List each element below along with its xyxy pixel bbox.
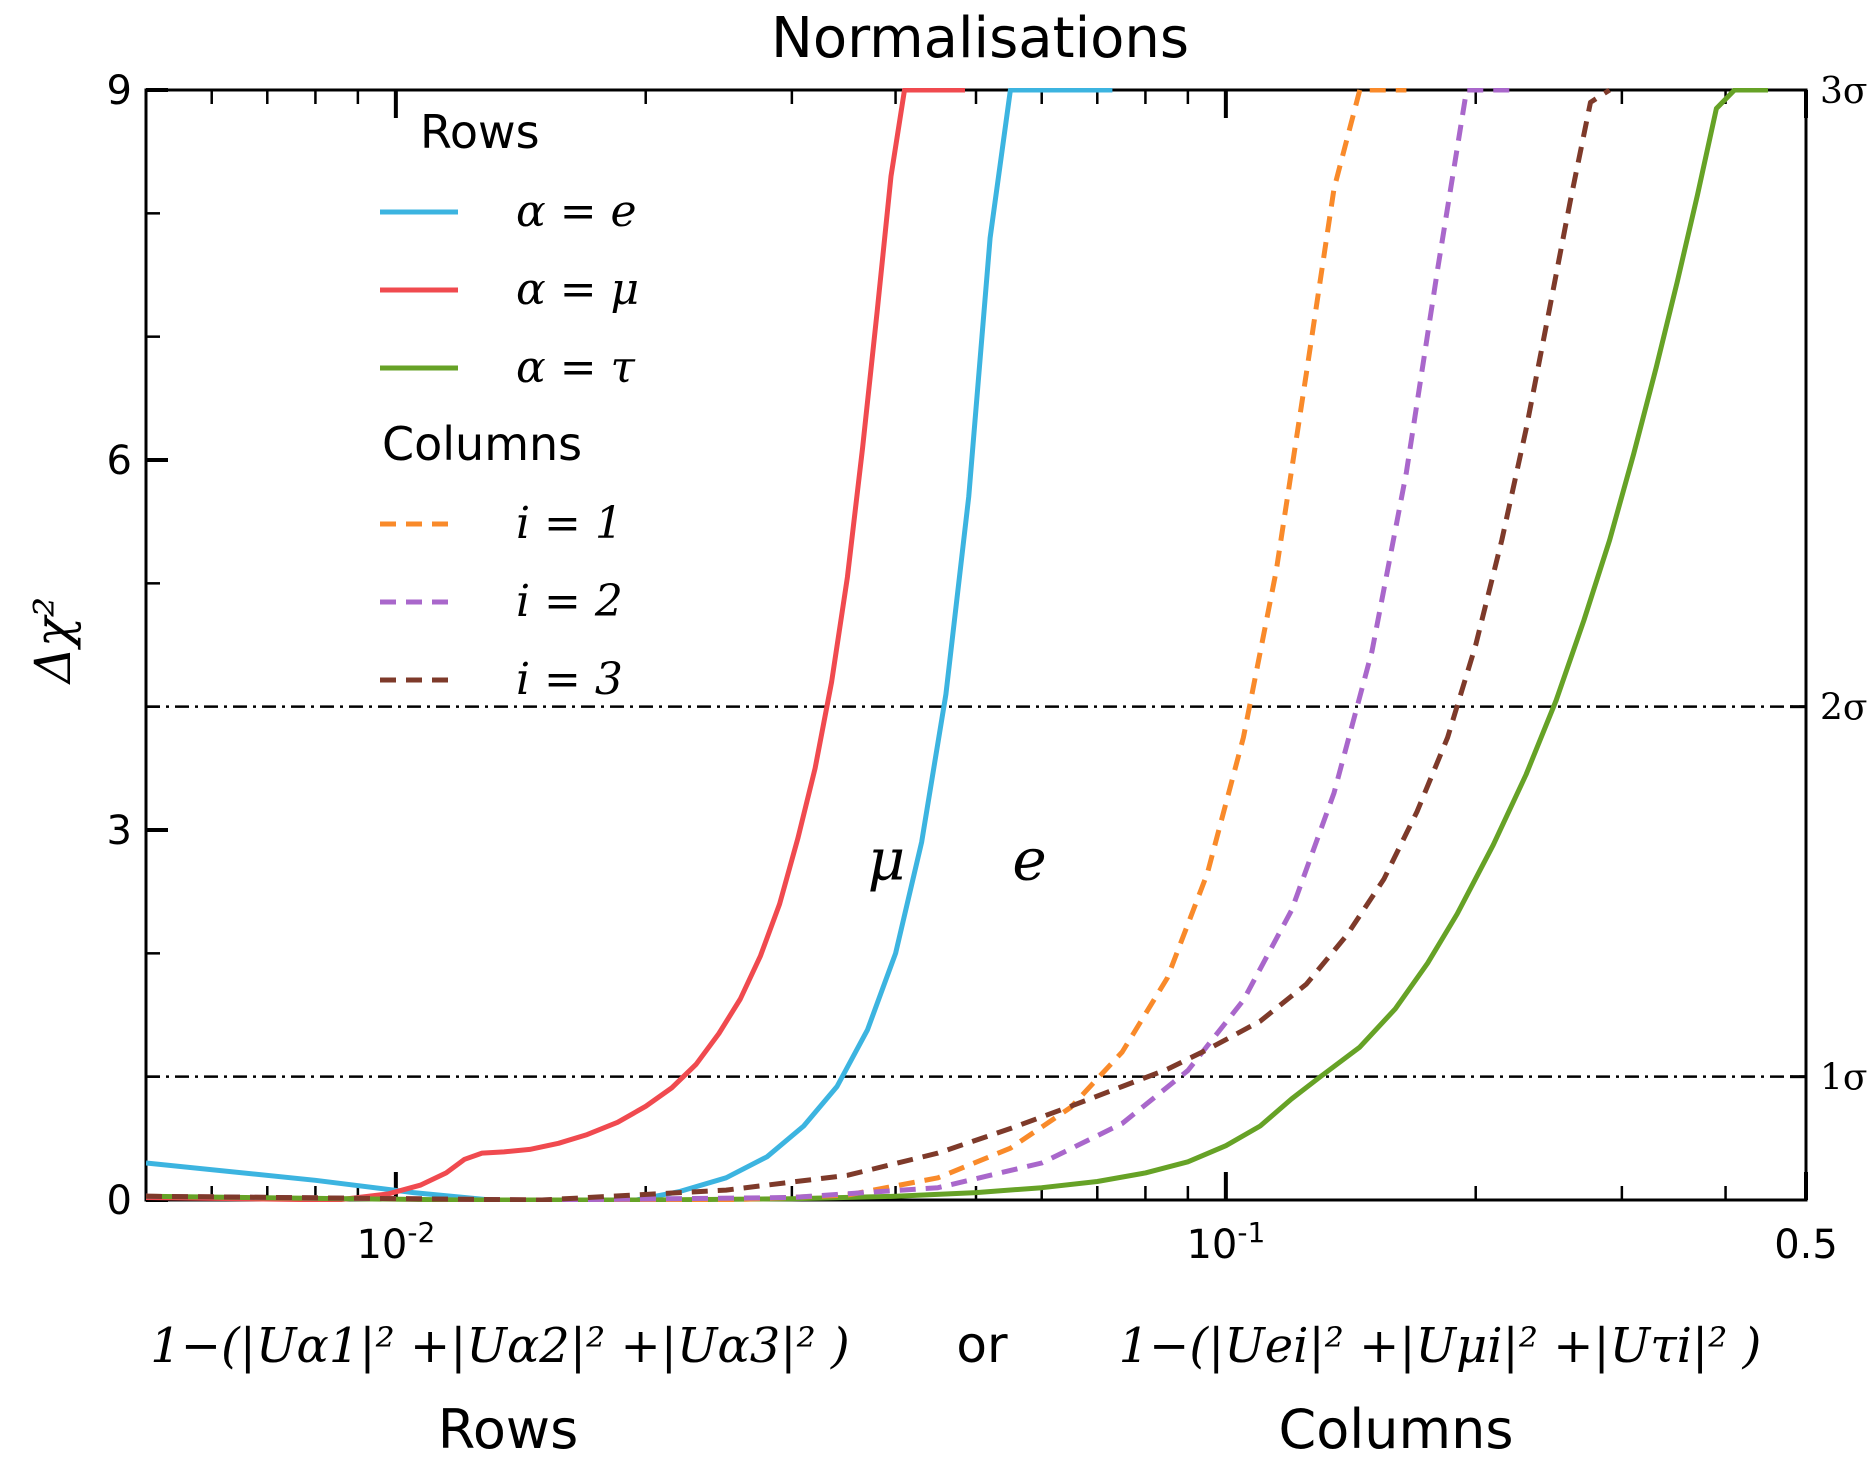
right-axis-ticks: 1σ 2σ 3σ bbox=[1790, 71, 1867, 1099]
plot-frame bbox=[144, 88, 1808, 1202]
legend-label-1: α = μ bbox=[516, 264, 639, 315]
y-axis-label: Δχ² bbox=[24, 597, 82, 685]
right-tick-label-2: 3σ bbox=[1820, 71, 1867, 112]
y-tick-label-2: 6 bbox=[107, 438, 132, 484]
legend: Rows Columns α = e α = μ α = τ i = 1 i = 2 i … bbox=[380, 105, 639, 705]
y-tick-label-0: 0 bbox=[107, 1178, 132, 1224]
legend-label-5: i = 3 bbox=[516, 654, 623, 705]
x-label-or: or bbox=[956, 1316, 1008, 1374]
x-label-cols-formula: 1−(|Uei|² +|Uμi|² +|Uτi|² ) bbox=[1119, 1318, 1762, 1374]
annotation-0: μ bbox=[868, 825, 906, 893]
reference-lines bbox=[146, 705, 1806, 1078]
series-line-5 bbox=[146, 88, 1611, 1202]
y-tick-label-1: 3 bbox=[107, 808, 132, 854]
legend-label-4: i = 2 bbox=[516, 576, 623, 627]
legend-label-2: α = τ bbox=[516, 342, 636, 393]
right-tick-label-1: 2σ bbox=[1820, 688, 1867, 729]
legend-label-3: i = 1 bbox=[516, 498, 623, 549]
x-label-rows: Rows bbox=[438, 1398, 578, 1461]
annotation-1: e bbox=[1012, 825, 1046, 893]
series-layer bbox=[146, 88, 1768, 1202]
legend-label-0: α = e bbox=[516, 186, 637, 237]
x-tick-label-1: 10-1 bbox=[1186, 1216, 1265, 1268]
legend-rows-header: Rows bbox=[420, 105, 540, 159]
x-label-columns: Columns bbox=[1279, 1398, 1514, 1461]
x-axis-ticks: 10-2 10-1 0.5 bbox=[144, 90, 1838, 1268]
series-line-1 bbox=[146, 88, 965, 1202]
right-tick-label-0: 1σ bbox=[1820, 1058, 1867, 1099]
x-tick-label-2: 0.5 bbox=[1774, 1222, 1838, 1268]
y-axis-ticks: 0 3 6 9 bbox=[107, 68, 168, 1224]
legend-columns-header: Columns bbox=[382, 417, 582, 471]
chart-title: Normalisations bbox=[771, 6, 1189, 71]
y-tick-label-3: 9 bbox=[107, 68, 132, 114]
series-line-0 bbox=[146, 88, 1113, 1202]
x-tick-label-0: 10-2 bbox=[356, 1216, 435, 1268]
series-line-4 bbox=[146, 88, 1519, 1202]
x-label-rows-formula: 1−(|Uα1|² +|Uα2|² +|Uα3|² ) bbox=[150, 1318, 849, 1374]
series-line-2 bbox=[146, 88, 1768, 1202]
